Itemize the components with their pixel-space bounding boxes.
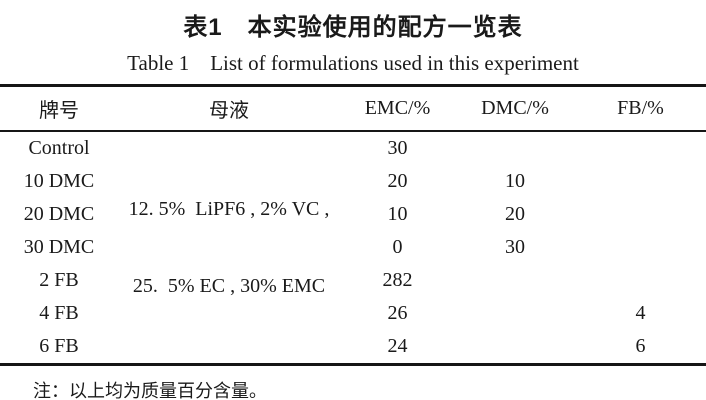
mother-liquor-line: 12. 5% LiPF6 , 2% VC ,	[128, 197, 330, 220]
cell-brand: 6 FB	[39, 335, 79, 357]
cell-fb	[575, 131, 706, 165]
header-fb: FB/%	[617, 97, 664, 119]
cell-emc: 10	[387, 203, 408, 225]
table-title-english: Table 1 List of formulations used in thi…	[127, 51, 579, 75]
cell-emc: 20	[387, 170, 408, 192]
table-row: 2 FB 282	[0, 264, 706, 297]
table-title-chinese: 表1 本实验使用的配方一览表	[183, 14, 523, 41]
cell-dmc	[455, 131, 575, 165]
cell-brand: 10 DMC	[23, 170, 95, 192]
table-row: 20 DMC 10 20	[0, 198, 706, 231]
table-row: 10 DMC 20 10	[0, 165, 706, 198]
table-row: Control 12. 5% LiPF6 , 2% VC , 25. 5% EC…	[0, 131, 706, 297]
mother-liquor-line: 25. 5% EC , 30% EMC	[132, 274, 326, 297]
table-row: 30 DMC 0 30	[0, 231, 706, 264]
table-row: 4 FB 26 4	[0, 297, 706, 330]
cell-emc: 0	[392, 236, 403, 258]
cell-dmc	[455, 264, 575, 297]
cell-fb	[575, 165, 706, 198]
cell-fb	[575, 231, 706, 264]
cell-fb: 4	[635, 302, 646, 324]
cell-emc: 24	[387, 335, 408, 357]
cell-emc: 26	[387, 302, 408, 324]
cell-emc: 282	[382, 269, 413, 291]
cell-fb	[575, 198, 706, 231]
cell-brand: 20 DMC	[23, 203, 95, 225]
formulations-table: 牌号 母液 EMC/% DMC/% FB/% Control 12. 5% Li…	[0, 84, 706, 366]
header-mother-liquor: 母液	[209, 100, 249, 122]
cell-mother-liquor: 12. 5% LiPF6 , 2% VC , 25. 5% EC , 30% E…	[118, 131, 340, 365]
cell-brand: Control	[28, 137, 90, 159]
cell-brand: 30 DMC	[23, 236, 95, 258]
cell-fb	[575, 264, 706, 297]
header-dmc: DMC/%	[481, 97, 549, 119]
cell-fb: 6	[635, 335, 646, 357]
cell-brand: 2 FB	[39, 269, 79, 291]
header-brand: 牌号	[39, 100, 79, 122]
table-footnote: 注：以上均为质量百分含量。	[33, 381, 267, 400]
header-emc: EMC/%	[364, 97, 431, 119]
cell-dmc: 20	[505, 203, 525, 225]
cell-dmc: 10	[505, 170, 525, 192]
cell-dmc	[455, 330, 575, 365]
cell-dmc	[455, 297, 575, 330]
table-row: 6 FB 24 6	[0, 330, 706, 365]
header-row: 牌号 母液 EMC/% DMC/% FB/%	[0, 86, 706, 131]
cell-emc: 30	[387, 137, 408, 159]
cell-brand: 4 FB	[39, 302, 79, 324]
cell-dmc: 30	[505, 236, 525, 258]
